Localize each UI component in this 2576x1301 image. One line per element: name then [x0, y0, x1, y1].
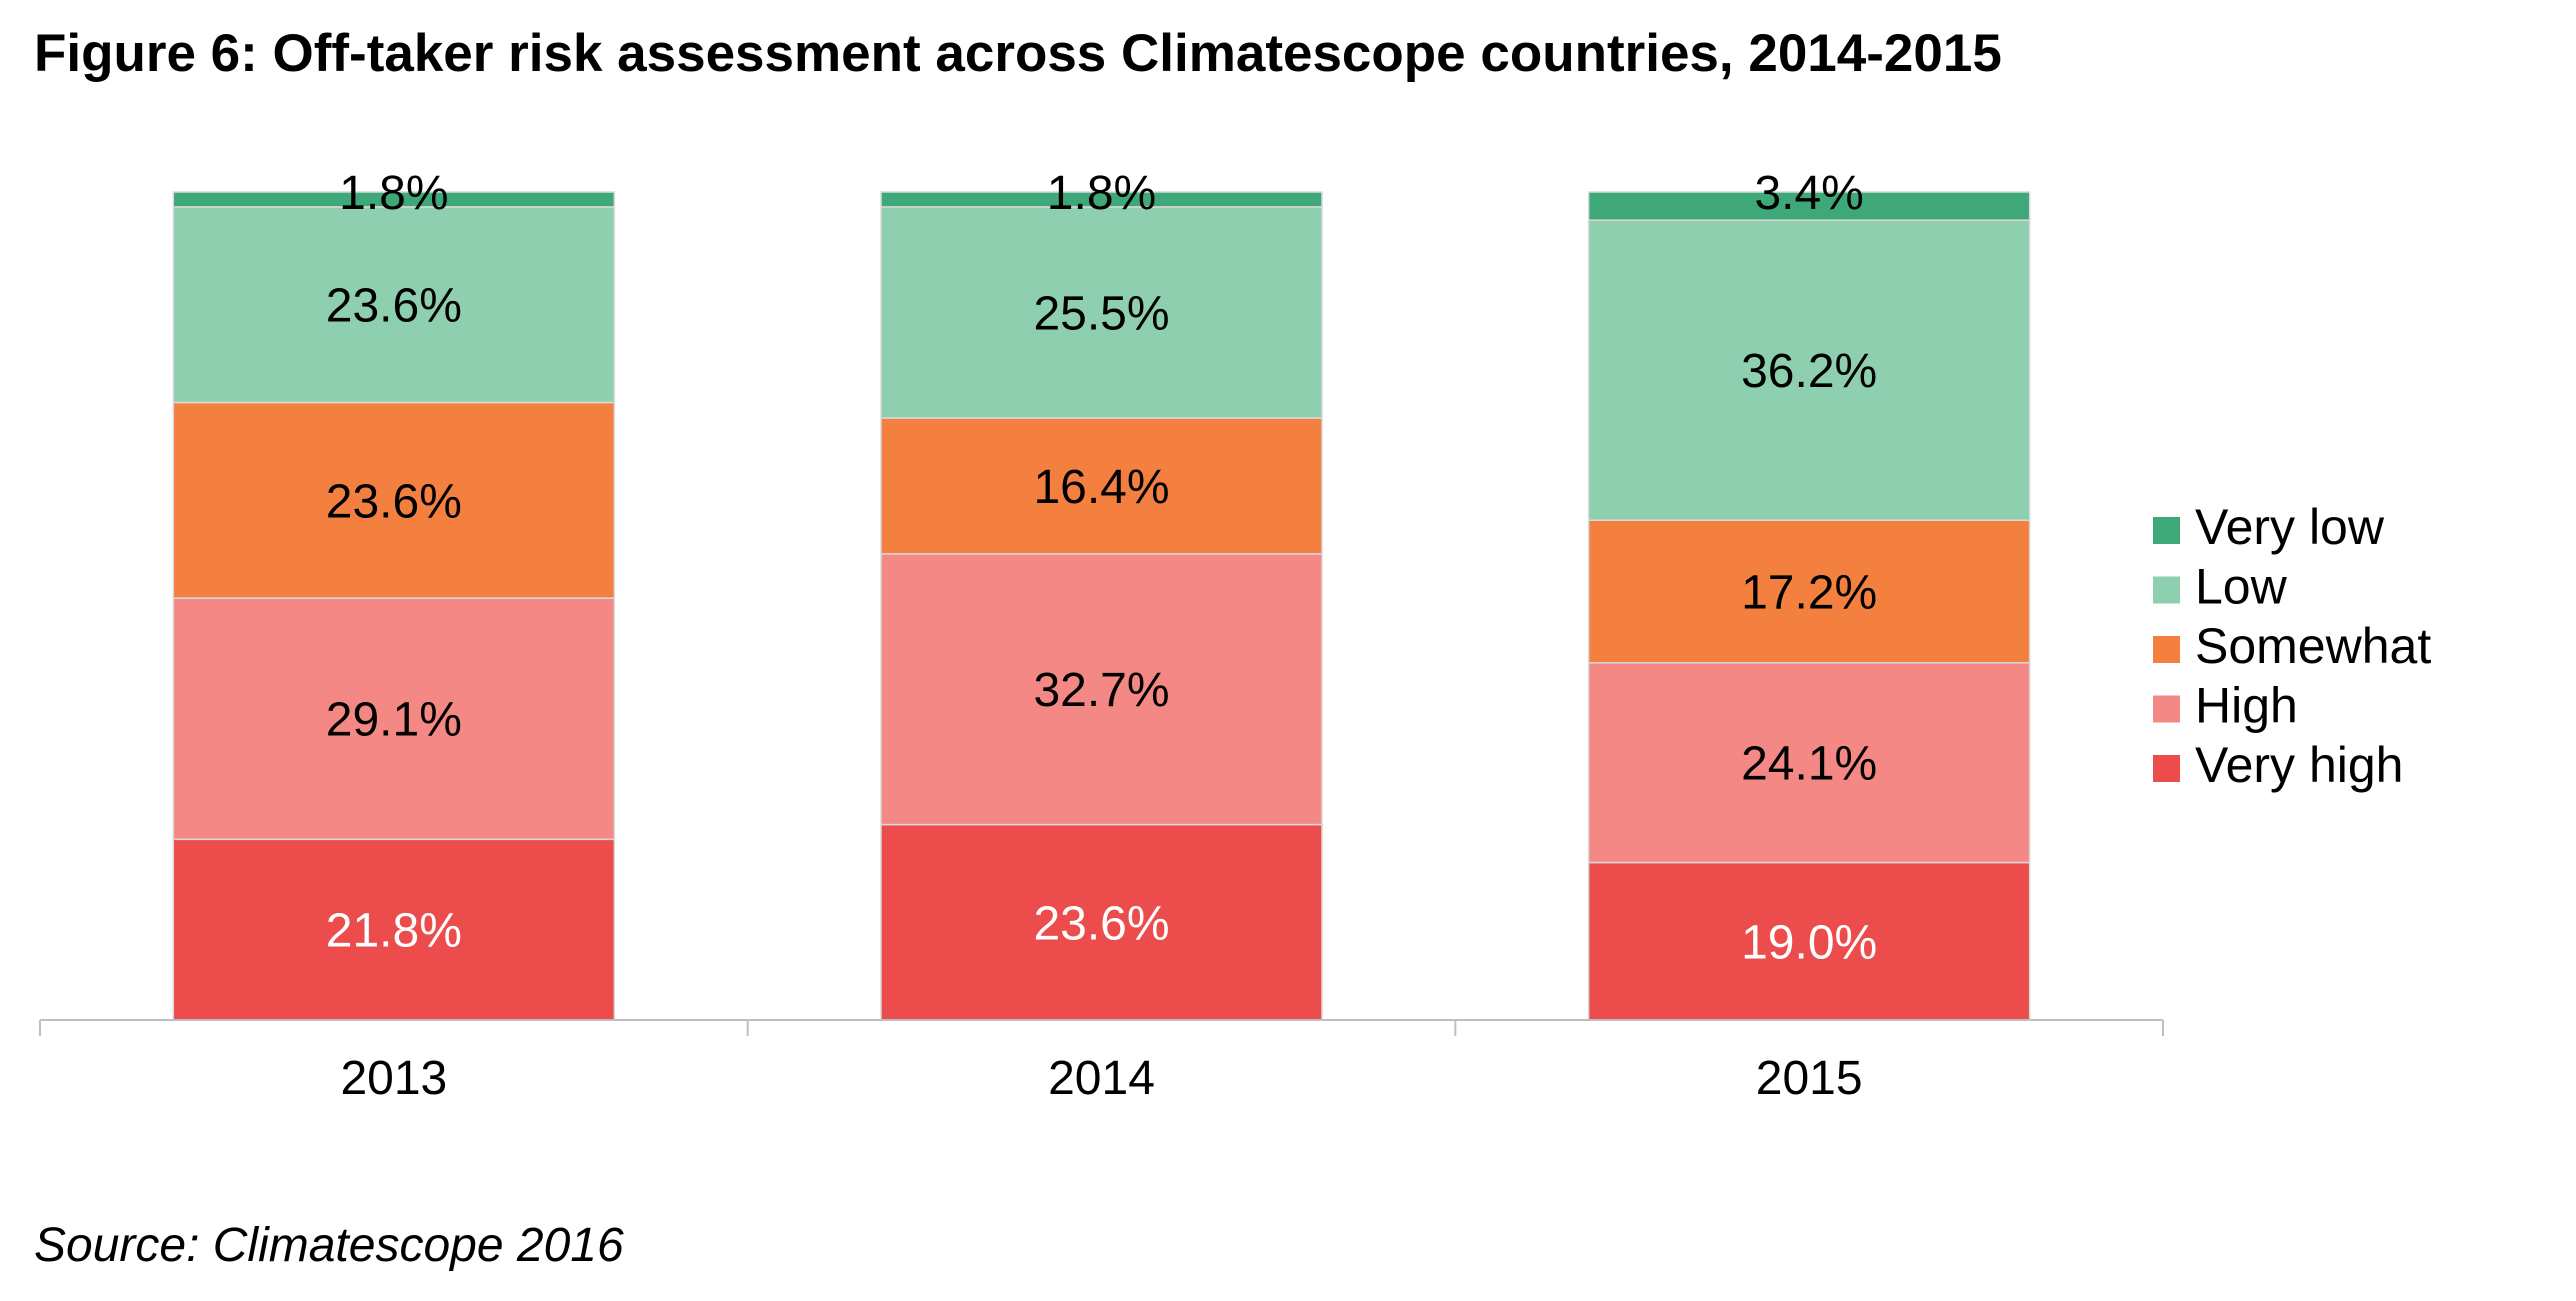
- bar-segment-very-low-2013: [172, 191, 616, 208]
- data-label-somewhat-2014: 16.4%: [1033, 461, 1169, 514]
- bar-segment-very-high-2015: [1587, 861, 2031, 1021]
- bar-segment-very-high-2013: [172, 838, 616, 1021]
- legend-label-very-high: Very high: [2195, 737, 2403, 793]
- data-label-somewhat-2013: 23.6%: [326, 475, 462, 528]
- legend-label-very-low: Very low: [2195, 499, 2385, 555]
- bar-segment-somewhat-2015: [1587, 519, 2031, 664]
- legend-swatch-very-high: [2153, 755, 2180, 782]
- legend-swatch-high: [2153, 695, 2180, 723]
- x-axis: 2013 2014 2015: [39, 1019, 2164, 1105]
- data-label-very-high-2013: 21.8%: [326, 905, 462, 958]
- data-label-low-2015: 36.2%: [1741, 345, 1877, 398]
- bar-2013: 21.8% 29.1% 23.6% 23.6% 1.8%: [172, 167, 616, 1021]
- legend-item-high: High: [2153, 678, 2298, 734]
- legend-label-high: High: [2195, 678, 2298, 734]
- bar-2014: 23.6% 32.7% 16.4% 25.5% 1.8%: [880, 167, 1323, 1021]
- bars-layer: 21.8%29.1%23.6%23.6%1.8%23.6%32.7%16.4%2…: [172, 167, 2031, 1021]
- bar-segment-very-low-2015: [1587, 191, 2031, 221]
- legend-swatch-somewhat: [2153, 636, 2180, 663]
- legend-item-somewhat: Somewhat: [2153, 618, 2431, 674]
- data-label-high-2014: 32.7%: [1033, 664, 1169, 717]
- bar-segment-somewhat-2014: [880, 417, 1323, 555]
- legend-item-low: Low: [2153, 559, 2288, 615]
- bar-segment-somewhat-2013: [172, 401, 616, 599]
- legend-label-low: Low: [2195, 559, 2288, 615]
- legend-item-very-high: Very high: [2153, 737, 2403, 793]
- legend-swatch-low: [2153, 576, 2180, 604]
- source-note: Source: Climatescope 2016: [34, 1219, 624, 1272]
- legend-swatch-very-low: [2153, 517, 2180, 544]
- bar-segment-very-low-2014: [880, 191, 1323, 208]
- bar-segment-low-2015: [1587, 219, 2031, 521]
- bar-segment-low-2013: [172, 206, 616, 404]
- x-tick-label-2014: 2014: [1048, 1052, 1155, 1105]
- bar-segment-high-2014: [880, 553, 1323, 826]
- figure-title: Figure 6: Off-taker risk assessment acro…: [34, 24, 2002, 83]
- bar-2015: 19.0% 24.1% 17.2% 36.2% 3.4%: [1587, 167, 2031, 1021]
- data-label-very-high-2015: 19.0%: [1741, 916, 1877, 969]
- data-label-very-low-2014: 1.8%: [1047, 167, 1156, 220]
- data-label-low-2014: 25.5%: [1033, 287, 1169, 340]
- legend-item-very-low: Very low: [2153, 499, 2385, 555]
- x-tick-label-2015: 2015: [1756, 1052, 1863, 1105]
- data-label-high-2013: 29.1%: [326, 694, 462, 747]
- legend-label-somewhat: Somewhat: [2195, 618, 2431, 674]
- data-label-very-low-2015: 3.4%: [1754, 167, 1863, 220]
- data-label-high-2015: 24.1%: [1741, 738, 1877, 791]
- x-tick-label-2013: 2013: [340, 1052, 447, 1105]
- data-label-somewhat-2015: 17.2%: [1741, 566, 1877, 619]
- bar-segment-high-2015: [1587, 662, 2031, 864]
- data-label-low-2013: 23.6%: [326, 280, 462, 333]
- data-label-very-high-2014: 23.6%: [1033, 897, 1169, 950]
- bar-segment-very-high-2014: [880, 823, 1323, 1021]
- data-label-very-low-2013: 1.8%: [339, 167, 448, 220]
- bar-segment-low-2014: [880, 206, 1323, 419]
